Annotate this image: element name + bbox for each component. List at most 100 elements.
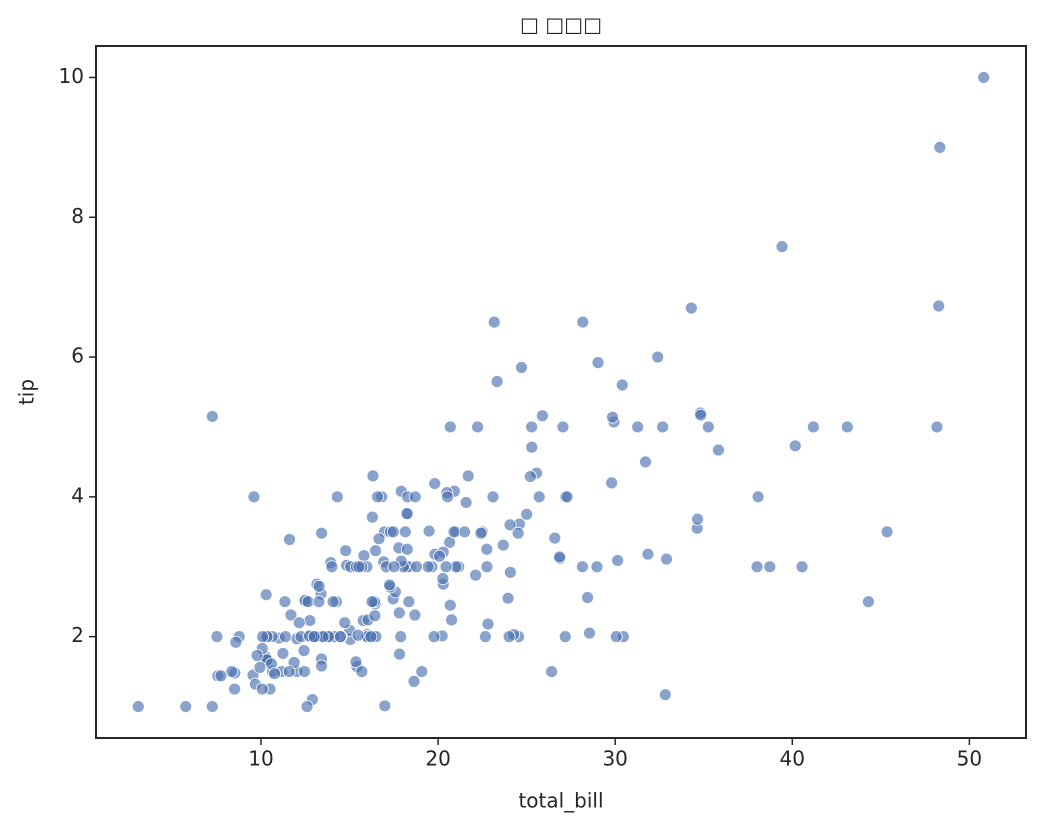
point: [611, 554, 625, 567]
point: [701, 420, 715, 434]
point: [641, 547, 655, 561]
point: [461, 469, 475, 483]
point: [250, 649, 264, 662]
point: [315, 526, 328, 540]
point: [394, 630, 408, 644]
point: [292, 616, 306, 630]
y-axis-label: tip: [15, 379, 39, 405]
point: [525, 420, 539, 434]
point: [459, 496, 473, 509]
point: [656, 420, 670, 434]
point: [383, 578, 396, 592]
point: [474, 526, 488, 540]
point: [284, 608, 298, 622]
point: [443, 598, 457, 612]
point: [303, 614, 317, 627]
y-tick-label: 6: [71, 344, 84, 368]
point: [712, 443, 725, 457]
point: [932, 299, 946, 313]
point: [400, 542, 414, 556]
point: [977, 71, 991, 84]
point: [228, 682, 242, 696]
point: [501, 591, 515, 605]
point: [520, 507, 534, 521]
point: [400, 507, 414, 521]
point: [502, 630, 516, 644]
point: [862, 595, 875, 609]
point: [268, 667, 282, 681]
point: [330, 490, 344, 504]
point: [368, 609, 382, 623]
point: [301, 595, 315, 609]
y-tick-label: 10: [59, 64, 84, 88]
x-tick-label: 50: [957, 747, 982, 771]
point: [422, 524, 436, 538]
point: [352, 560, 366, 574]
point: [660, 552, 673, 566]
point: [312, 579, 326, 593]
point: [560, 490, 574, 504]
point: [553, 550, 566, 564]
point: [795, 560, 809, 574]
point: [490, 375, 504, 388]
point: [225, 665, 239, 678]
point: [298, 665, 311, 678]
point: [631, 420, 645, 434]
point: [398, 525, 412, 539]
chart-title: □ □□□: [520, 13, 602, 37]
point: [576, 560, 589, 574]
point: [458, 525, 472, 539]
point: [371, 490, 384, 504]
point: [511, 526, 525, 540]
point: [481, 617, 495, 631]
point: [255, 682, 269, 696]
point: [179, 700, 193, 713]
point: [486, 490, 500, 504]
point: [548, 531, 562, 545]
point: [392, 606, 406, 620]
point: [515, 361, 528, 374]
point: [229, 635, 243, 649]
point: [386, 525, 400, 539]
point: [478, 630, 492, 644]
point: [788, 439, 802, 453]
point: [590, 560, 604, 574]
point: [496, 538, 510, 552]
point: [205, 410, 219, 423]
point: [427, 630, 441, 644]
point: [408, 608, 422, 622]
point: [684, 301, 698, 315]
point: [366, 469, 380, 483]
point: [205, 700, 219, 713]
point: [840, 420, 854, 434]
point: [536, 409, 549, 423]
point: [532, 490, 546, 504]
point: [325, 560, 339, 574]
point: [365, 510, 379, 524]
point: [469, 568, 483, 582]
point: [591, 356, 605, 370]
point: [256, 630, 269, 644]
x-tick-label: 40: [780, 747, 805, 771]
point: [605, 476, 619, 490]
point: [775, 240, 789, 254]
point: [276, 647, 290, 660]
point: [351, 628, 365, 642]
point: [930, 420, 944, 434]
point: [443, 420, 457, 434]
point: [436, 572, 450, 586]
point: [253, 661, 267, 674]
point: [131, 700, 145, 713]
point: [279, 630, 292, 644]
point: [751, 490, 765, 504]
point: [615, 378, 629, 392]
point: [651, 350, 665, 364]
point: [210, 630, 224, 644]
point: [525, 440, 539, 454]
y-tick-label: 2: [71, 623, 84, 647]
point: [581, 591, 594, 604]
point: [393, 647, 406, 661]
point: [307, 630, 321, 644]
point: [691, 512, 704, 526]
